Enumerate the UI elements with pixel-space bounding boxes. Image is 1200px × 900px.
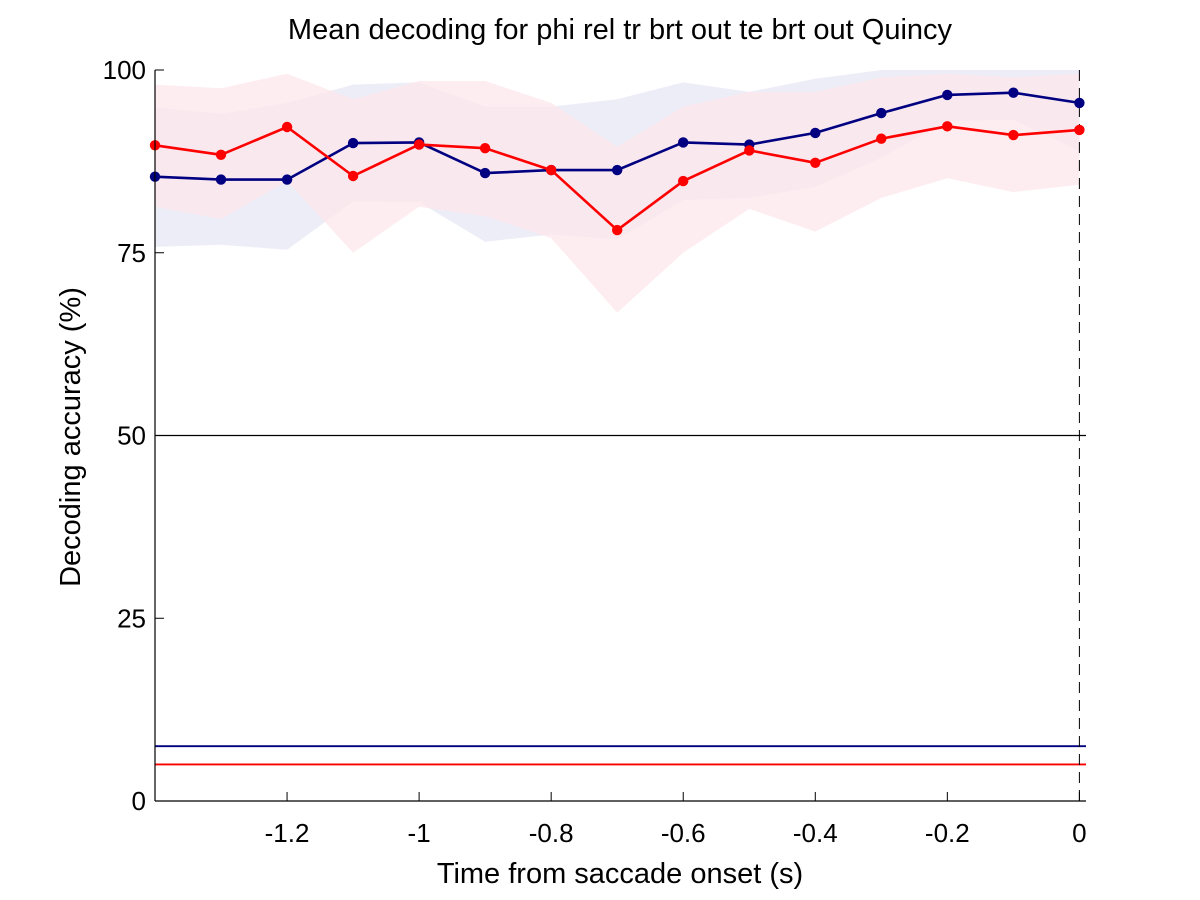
- y-tick-label: 100: [103, 55, 146, 85]
- data-point-series-2: [810, 157, 821, 168]
- x-tick-label: 0: [1072, 818, 1086, 848]
- x-tick-label: -0.8: [529, 818, 574, 848]
- data-point-series-1: [281, 174, 293, 185]
- data-point-series-1: [678, 137, 689, 148]
- data-point-series-2: [546, 164, 557, 176]
- data-point-series-2: [413, 139, 425, 150]
- x-tick-label: -1: [408, 818, 431, 848]
- x-axis-ticks: -1.2 -1 -0.8 -0.6 -0.4 -0.2 0: [265, 792, 1087, 848]
- data-point-series-1: [876, 107, 887, 119]
- y-tick-label: 75: [117, 238, 146, 268]
- data-point-series-2: [612, 224, 623, 236]
- data-point-series-2: [215, 149, 227, 160]
- y-tick-label: 0: [132, 786, 146, 816]
- x-axis-label: Time from saccade onset (s): [437, 858, 803, 890]
- chart-title: Mean decoding for phi rel tr brt out te …: [288, 14, 953, 46]
- data-point-series-1: [215, 174, 227, 185]
- data-point-series-1: [347, 137, 359, 149]
- y-tick-label: 25: [117, 603, 146, 633]
- y-tick-label: 50: [117, 421, 146, 451]
- x-tick-label: -1.2: [265, 818, 310, 848]
- data-point-series-1: [810, 127, 821, 139]
- x-tick-label: -0.4: [793, 818, 838, 848]
- confidence-bands: [155, 70, 1080, 313]
- data-point-series-1: [1008, 87, 1019, 98]
- data-point-series-2: [744, 145, 755, 156]
- data-point-series-2: [347, 170, 359, 182]
- reference-lines: [155, 70, 1086, 801]
- x-tick-label: -0.2: [925, 818, 970, 848]
- data-point-series-2: [876, 133, 887, 144]
- data-point-series-2: [479, 143, 491, 154]
- data-point-series-1: [612, 164, 623, 176]
- y-axis-ticks: 0 25 50 75 100: [103, 55, 164, 816]
- data-point-series-1: [479, 167, 491, 179]
- data-point-series-2: [281, 121, 293, 133]
- data-point-series-1: [1074, 97, 1085, 109]
- x-tick-label: -0.6: [661, 818, 706, 848]
- data-point-series-2: [678, 175, 689, 187]
- data-point-series-1: [942, 89, 953, 101]
- data-point-series-2: [1074, 124, 1085, 136]
- data-point-series-2: [1008, 129, 1019, 141]
- y-axis-label: Decoding accuracy (%): [55, 287, 87, 587]
- confidence-band-series-2: [155, 73, 1080, 313]
- data-point-series-2: [942, 121, 953, 132]
